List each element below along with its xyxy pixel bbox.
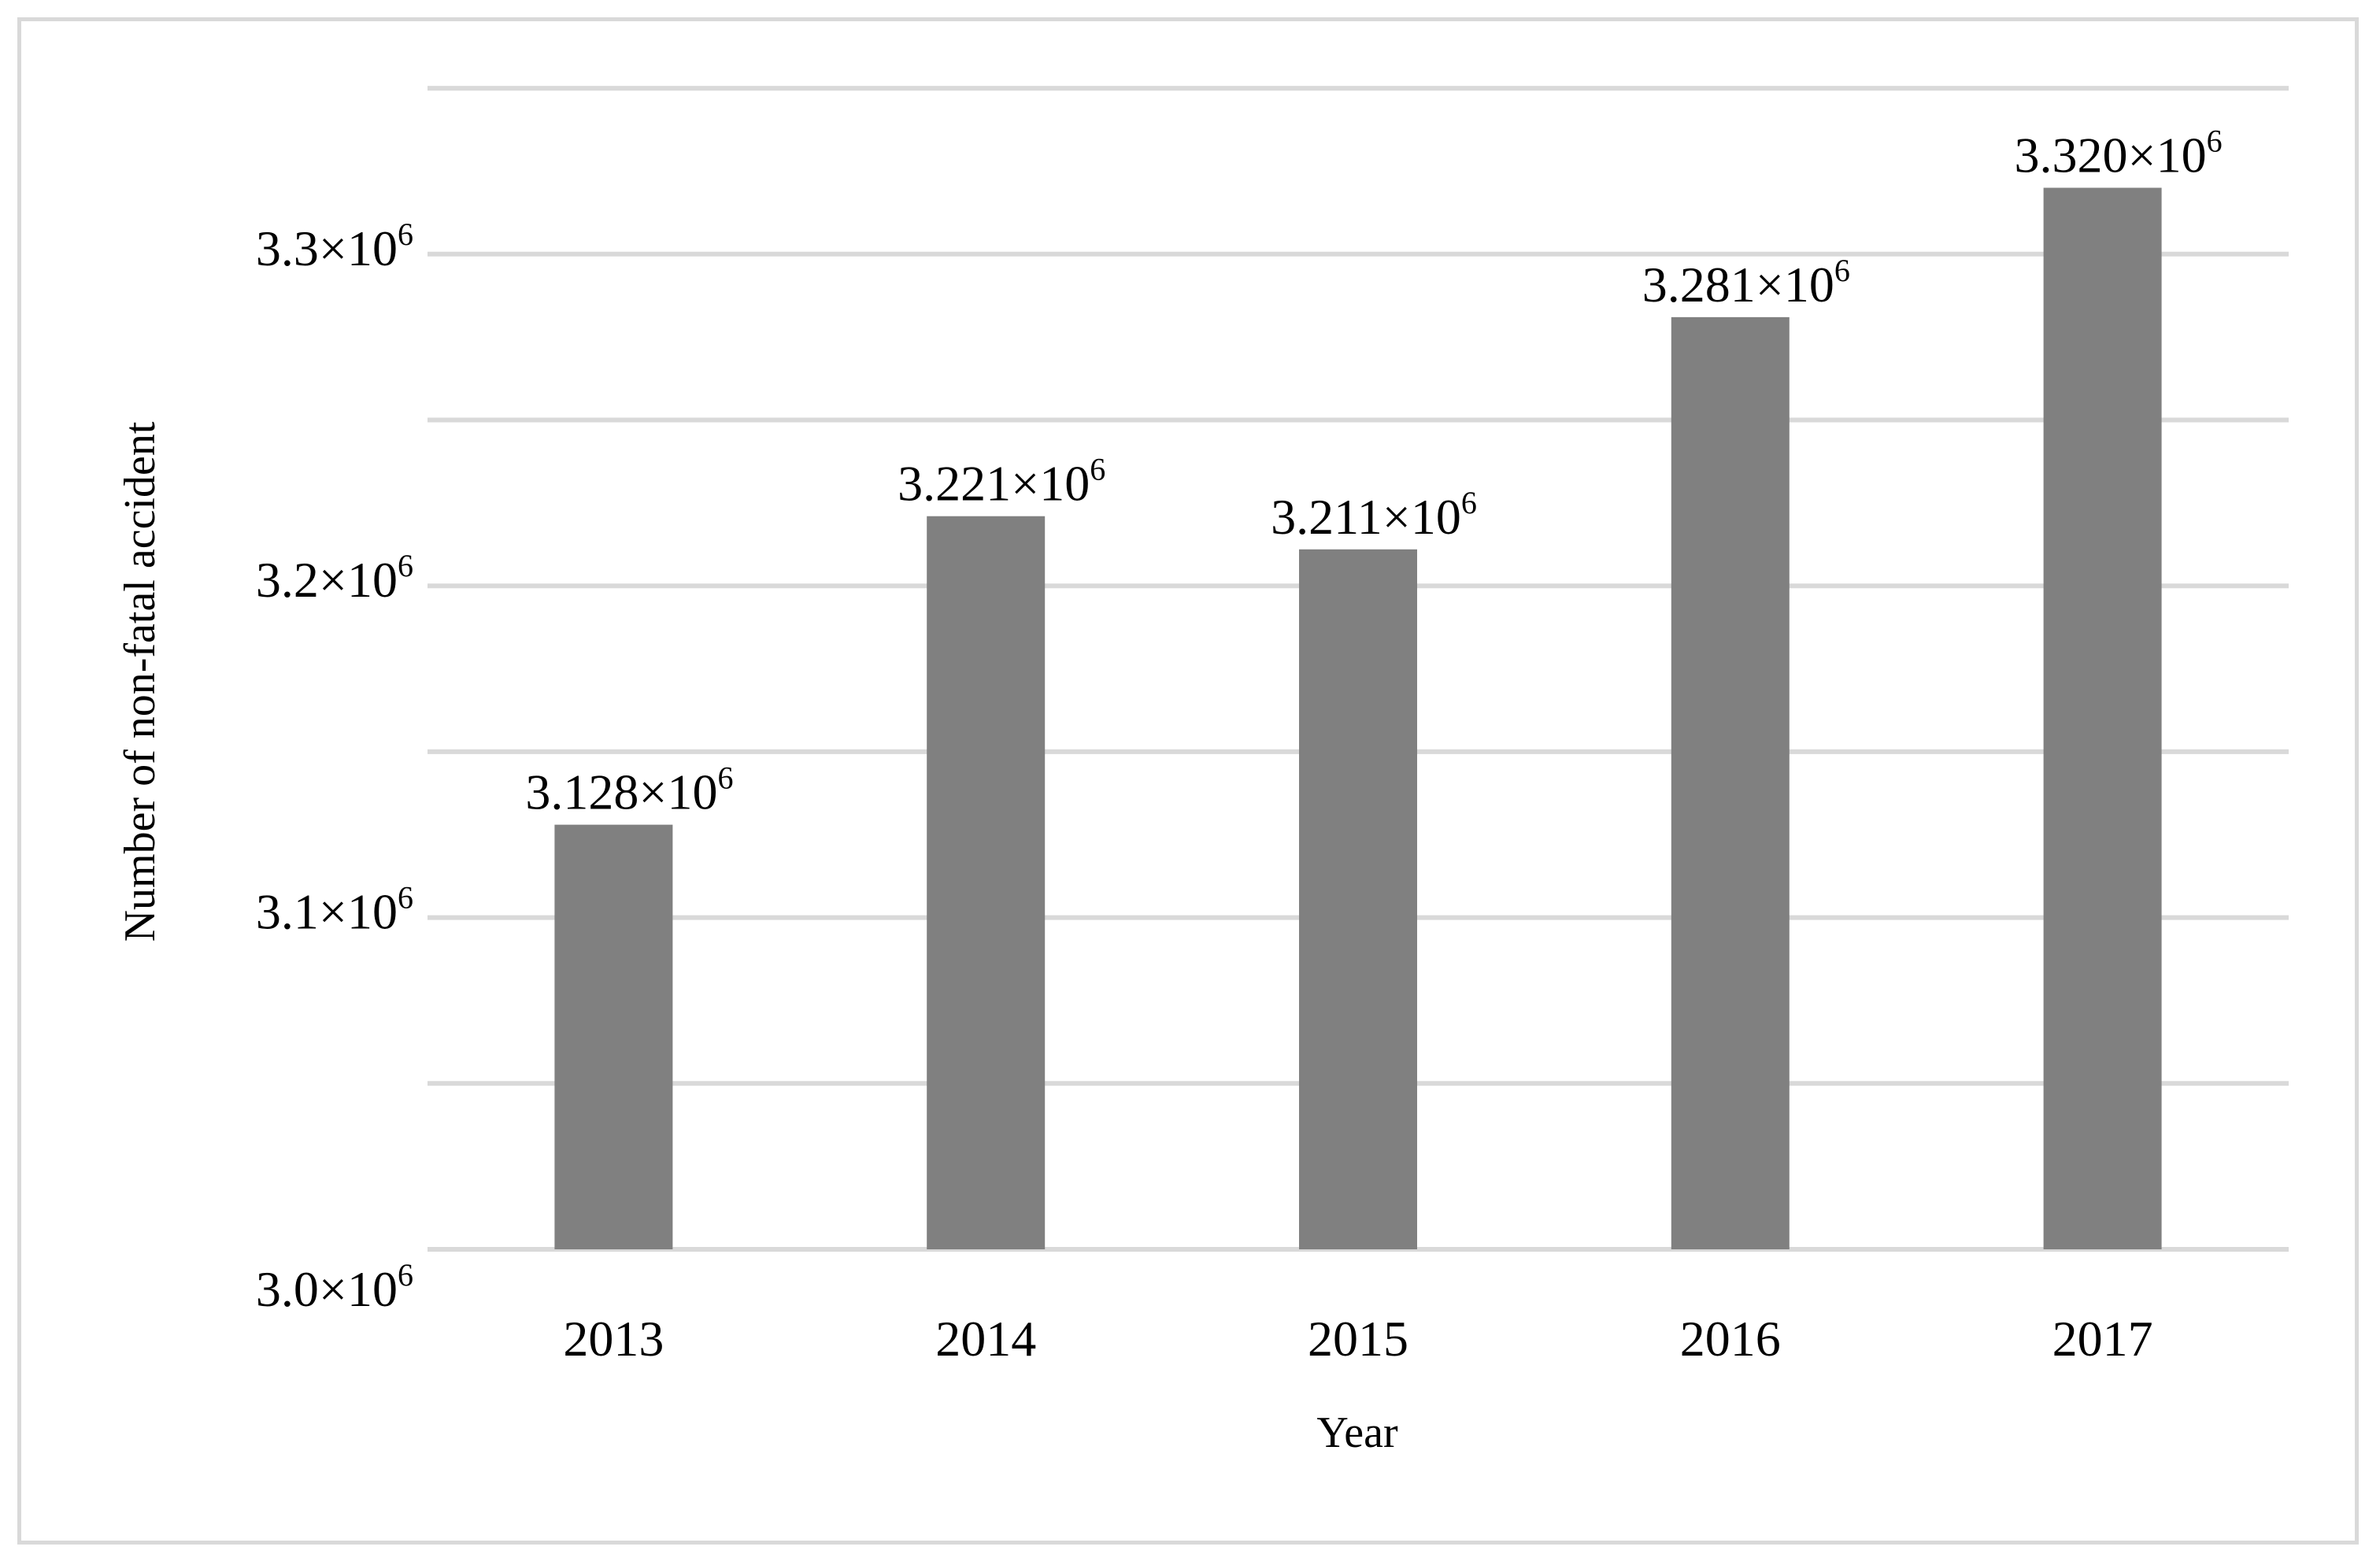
bar-2015 — [1299, 549, 1417, 1249]
bar-2016 — [1671, 316, 1790, 1250]
data-label-2014: 3.221×106 — [898, 452, 1105, 512]
bar-2014 — [927, 516, 1046, 1249]
bar-2013 — [554, 824, 673, 1249]
x-tick-2014: 2014 — [935, 1311, 1036, 1367]
y-axis-ticks: 3.0×106 3.1×106 3.2×106 3.3×106 — [256, 216, 413, 1317]
data-label-2015: 3.211×106 — [1271, 485, 1477, 545]
data-labels: 3.128×106 3.221×106 3.211×106 3.281×106 3.32… — [525, 124, 2222, 820]
data-label-2013: 3.128×106 — [525, 760, 733, 820]
y-tick-label: 3.2×106 — [256, 548, 413, 608]
y-tick-label: 3.0×106 — [256, 1257, 413, 1317]
bars — [554, 187, 2162, 1250]
y-tick-label: 3.1×106 — [256, 880, 413, 940]
x-tick-2016: 2016 — [1680, 1311, 1781, 1367]
y-tick-label: 3.3×106 — [256, 216, 413, 276]
chart-frame — [17, 17, 2359, 1545]
x-axis-ticks: 2013 2014 2015 2016 2017 — [563, 1311, 2152, 1367]
x-tick-2015: 2015 — [1308, 1311, 1408, 1367]
x-tick-2017: 2017 — [2052, 1311, 2153, 1367]
data-label-2016: 3.281×106 — [1642, 253, 1850, 313]
x-axis-title: Year — [1316, 1408, 1398, 1457]
x-tick-2013: 2013 — [563, 1311, 664, 1367]
data-label-2017: 3.320×106 — [2015, 124, 2223, 183]
y-axis-title: Number of non-fatal accident — [116, 421, 165, 942]
bar-2017 — [2043, 187, 2162, 1249]
